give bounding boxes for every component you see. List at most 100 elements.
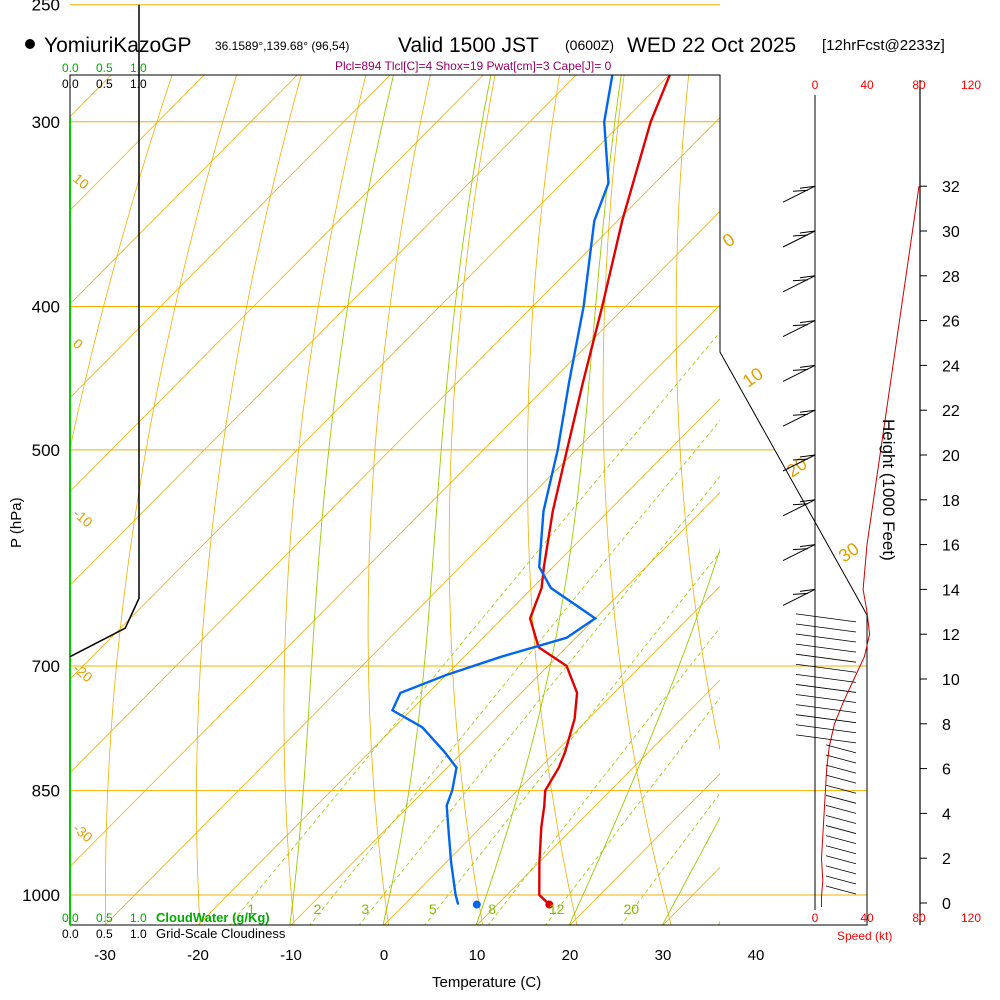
surface-dewpoint-point	[472, 900, 481, 909]
height-tick-label: 22	[942, 403, 960, 420]
forecast-info: [12hrFcst@2233z]	[822, 37, 945, 54]
moist-adiabat-label: 20	[783, 453, 811, 481]
wind-barb	[795, 673, 857, 683]
station-name: YomiuriKazoGP	[44, 34, 191, 57]
mixing-ratio-label: 5	[429, 901, 437, 917]
valid-time: Valid 1500 JST	[398, 34, 539, 57]
moist-adiabat-line	[289, 75, 394, 925]
dry-adiabat-line	[196, 75, 302, 925]
isotherm-line	[70, 210, 720, 868]
wind-barb	[782, 499, 816, 517]
dry-adiabat-line	[448, 75, 496, 925]
valid-date: WED 22 Oct 2025	[627, 34, 796, 57]
moist-adiabat-label: 10	[739, 363, 767, 391]
moist-adiabat-line	[717, 921, 720, 925]
wind-barb-flag	[792, 368, 809, 371]
cloudwater-bottom-tick: 0.0	[62, 911, 79, 925]
height-axis-title: Height (1000 Feet)	[879, 419, 898, 561]
wind-barb-flag	[792, 592, 809, 595]
height-tick-label: 20	[942, 448, 960, 465]
temperature-tick-label: 0	[380, 947, 388, 964]
cloudwater-label: CloudWater (g/Kg)	[156, 910, 270, 925]
cloudiness-top-tick: 1.0	[130, 77, 147, 91]
height-tick-label: 16	[942, 538, 960, 555]
mixing-ratio-label: 12	[549, 901, 565, 917]
speed-axis-title: Speed (kt)	[837, 929, 892, 943]
mixing-ratio-label: 3	[361, 901, 369, 917]
temperature-tick-label: 30	[655, 947, 672, 964]
mixing-ratio-line	[358, 475, 720, 925]
wind-barb	[825, 825, 857, 834]
speed-bottom-tick: 40	[860, 911, 874, 925]
isobar-lines	[70, 4, 867, 896]
cloudiness-bottom-tick: 0.5	[96, 927, 113, 941]
cloudwater-top-tick: 0.5	[96, 61, 113, 75]
height-tick-label: 12	[942, 627, 960, 644]
wind-barb	[795, 684, 857, 693]
isotherm-line	[70, 75, 484, 493]
dry-adiabat-label: -30	[70, 820, 96, 845]
wind-barb	[825, 845, 857, 855]
mixing-ratio-label: 20	[624, 901, 640, 917]
isotherm-line	[290, 491, 720, 925]
height-tick-label: 8	[942, 717, 951, 734]
wind-barb-flag	[799, 364, 816, 368]
wind-barb	[782, 230, 816, 248]
mixing-ratio-label: 2	[314, 901, 322, 917]
wind-barb	[825, 815, 857, 824]
wind-barb-flag	[799, 588, 816, 592]
mixing-ratio-label: 1	[247, 901, 255, 917]
wind-barb	[782, 275, 816, 293]
dry-adiabat-line	[675, 75, 720, 751]
dry-adiabat-line	[882, 5, 1000, 927]
temperature-tick-label: 20	[562, 947, 579, 964]
cloudiness-top-tick: 0.5	[96, 77, 113, 91]
wind-barb	[825, 794, 857, 804]
wind-barb	[782, 320, 816, 338]
temperature-tick-label: -30	[94, 947, 116, 964]
pressure-tick-label: 700	[32, 657, 60, 676]
wind-barb-flag	[799, 230, 816, 234]
moist-adiabat-line	[568, 547, 720, 925]
pressure-tick-label: 300	[32, 113, 60, 132]
moist-adiabat-line	[661, 816, 720, 925]
isotherm-line	[662, 866, 720, 925]
station-location: 36.1589°,139.68° (96,54)	[215, 39, 349, 53]
wind-barb	[795, 633, 857, 643]
y-axis-title: P (hPa)	[8, 497, 25, 548]
wind-barb	[825, 875, 857, 885]
dry-adiabat-line	[526, 75, 578, 925]
speed-bottom-tick: 0	[812, 911, 819, 925]
isotherm-line	[941, 5, 1000, 927]
wind-barb-flag	[799, 454, 816, 458]
moist-adiabat-line	[475, 75, 622, 925]
temperature-tick-label: 10	[469, 947, 486, 964]
pressure-tick-label: 850	[32, 782, 60, 801]
wind-barb	[795, 643, 857, 653]
wind-barb	[782, 409, 816, 427]
wind-barb-flag	[799, 275, 816, 279]
wind-barb-flag	[792, 458, 809, 461]
wind-barb	[795, 663, 857, 673]
isotherm-line	[104, 304, 720, 925]
dry-adiabat-line	[602, 75, 672, 925]
dry-adiabat-line	[105, 75, 238, 925]
wind-barb	[782, 588, 816, 606]
wind-barb-flag	[792, 234, 809, 237]
wind-barb	[795, 694, 857, 703]
temperature-tick-label: -20	[187, 947, 209, 964]
wind-barb-flag	[792, 413, 809, 416]
speed-bottom-tick: 120	[961, 911, 981, 925]
wind-barb-flag	[799, 544, 816, 548]
mixing-ratio-line	[487, 627, 720, 925]
isotherm-line	[383, 585, 720, 925]
pressure-tick-label: 400	[32, 298, 60, 317]
mixing-ratio-line	[545, 697, 720, 925]
temperature-tick-label: 40	[748, 947, 765, 964]
pressure-tick-label: 1000	[22, 886, 60, 905]
mixing-ratio-line	[309, 419, 720, 925]
wind-barb	[825, 744, 857, 754]
moist-adiabat-label: 30	[835, 538, 863, 566]
